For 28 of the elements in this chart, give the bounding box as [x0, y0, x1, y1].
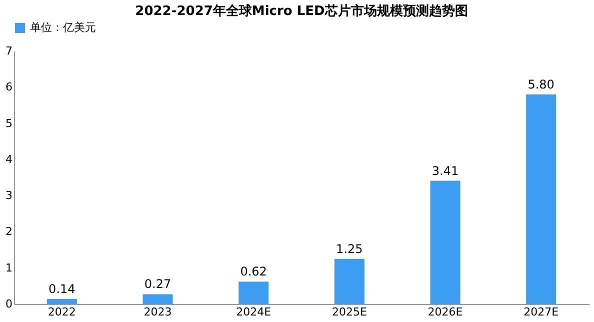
y-tick-label: 4 — [6, 152, 12, 166]
y-tick-label: 3 — [6, 189, 12, 202]
x-tick-label: 2023 — [144, 306, 172, 318]
bar — [430, 180, 460, 304]
y-tick-label: 0 — [6, 298, 12, 310]
x-tick-label: 2027E — [524, 306, 559, 318]
data-label: 0.14 — [48, 282, 76, 296]
legend-label: 单位：亿美元 — [30, 21, 96, 34]
y-tick-label: 7 — [6, 44, 12, 58]
data-label: 5.80 — [528, 77, 554, 92]
x-tick-label: 2024E — [236, 306, 272, 318]
x-tick-label: 2025E — [332, 306, 367, 318]
y-tick-label: 2 — [6, 225, 12, 238]
y-tick-label: 1 — [6, 261, 12, 274]
y-tick-label: 5 — [6, 116, 12, 130]
x-tick-label: 2022 — [48, 306, 76, 318]
data-label: 0.27 — [144, 277, 172, 292]
y-tick-label: 6 — [6, 80, 12, 94]
data-label: 0.62 — [240, 264, 267, 279]
x-tick-label: 2026E — [428, 306, 463, 318]
bar — [238, 282, 269, 304]
data-label: 3.41 — [432, 164, 459, 178]
bar — [334, 258, 364, 304]
data-label: 1.25 — [336, 242, 363, 256]
bar — [526, 94, 556, 304]
chart-title: 2022-2027年全球Micro LED芯片市场规模预测趋势图 — [135, 3, 468, 19]
bar — [46, 298, 77, 304]
bar — [142, 294, 173, 304]
